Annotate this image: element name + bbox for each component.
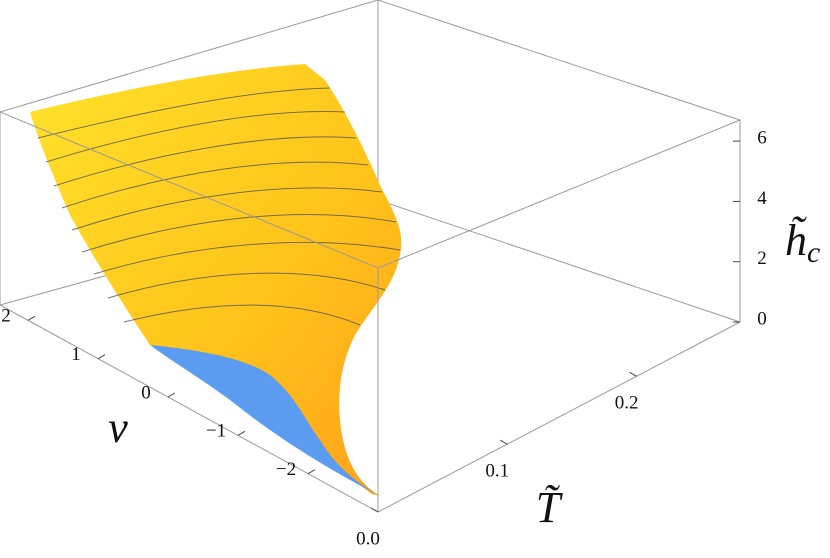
yticks-mark xyxy=(307,469,316,475)
z-axis-label-base: h̃ xyxy=(785,216,807,265)
xticks-mark xyxy=(629,371,637,377)
contours xyxy=(37,87,401,326)
y-axis-label: v xyxy=(108,403,128,452)
yticks-label: 2 xyxy=(1,306,11,327)
yticks-label: −1 xyxy=(206,421,226,442)
x-axis-label: T̃ xyxy=(536,483,564,532)
yticks-label: 1 xyxy=(71,344,81,365)
xticks-mark xyxy=(370,507,379,513)
surface-lower xyxy=(150,345,380,496)
xticks-mark xyxy=(500,439,508,445)
yticks-mark xyxy=(97,354,106,360)
xticks-label: 0.1 xyxy=(485,461,509,482)
xticks-label: 0.2 xyxy=(615,393,639,414)
xticks-label: 0.0 xyxy=(356,528,380,549)
yticks-label: −2 xyxy=(276,459,296,480)
yticks-mark xyxy=(167,392,176,398)
zticks-label: 6 xyxy=(757,127,767,148)
zticks-label: 2 xyxy=(757,248,767,269)
yticks-mark xyxy=(27,315,36,321)
surface xyxy=(30,64,402,496)
zticks-label: 4 xyxy=(757,188,767,209)
yticks-label: 0 xyxy=(141,382,151,403)
z-axis-label-sub: c xyxy=(807,236,820,269)
z-axis-label: h̃c xyxy=(785,216,820,269)
box-front xyxy=(0,111,741,513)
yticks-mark xyxy=(237,430,246,436)
zticks-label: 0 xyxy=(757,308,767,329)
